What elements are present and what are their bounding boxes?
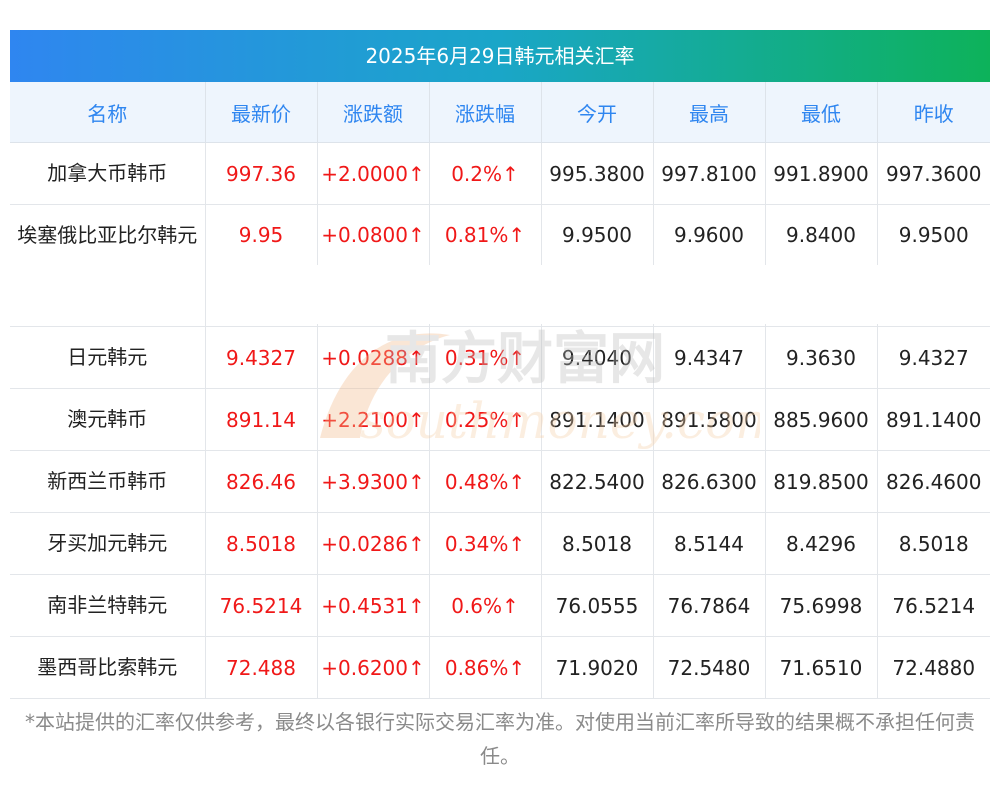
cell-prev-close: 72.4880 (877, 636, 990, 699)
cell-open: 891.1400 (541, 388, 654, 451)
cell-high: 9.4347 (653, 326, 766, 389)
table-row: 日元韩元 9.4327 +0.0288↑ 0.31%↑ 9.4040 9.434… (10, 326, 990, 389)
header-low: 最低 (765, 82, 878, 143)
cell-prev-close: 76.5214 (877, 574, 990, 637)
header-high: 最高 (653, 82, 766, 143)
cell-name: 牙买加元韩元 (10, 512, 206, 575)
cell-latest: 9.4327 (205, 326, 318, 389)
cell-change-pct: 0.31%↑ (429, 326, 542, 389)
cell-name: 埃塞俄比亚比尔韩元 (10, 204, 206, 327)
cell-change: +2.0000↑ (317, 142, 430, 205)
cell-change: +0.6200↑ (317, 636, 430, 699)
cell-high: 891.5800 (653, 388, 766, 451)
cell-high: 76.7864 (653, 574, 766, 637)
cell-name: 新西兰币韩币 (10, 450, 206, 513)
cell-prev-close: 8.5018 (877, 512, 990, 575)
cell-name: 墨西哥比索韩元 (10, 636, 206, 699)
cell-change-pct: 0.86%↑ (429, 636, 542, 699)
cell-name: 加拿大币韩币 (10, 142, 206, 205)
cell-prev-close: 9.4327 (877, 326, 990, 389)
header-latest: 最新价 (205, 82, 318, 143)
cell-low: 71.6510 (765, 636, 878, 699)
table-row: 澳元韩币 891.14 +2.2100↑ 0.25%↑ 891.1400 891… (10, 388, 990, 451)
table-row: 南非兰特韩元 76.5214 +0.4531↑ 0.6%↑ 76.0555 76… (10, 574, 990, 637)
cell-change: +0.4531↑ (317, 574, 430, 637)
cell-low: 819.8500 (765, 450, 878, 513)
wrapped-row-spacer (206, 265, 990, 324)
cell-low: 8.4296 (765, 512, 878, 575)
cell-low: 991.8900 (765, 142, 878, 205)
cell-change: +3.9300↑ (317, 450, 430, 513)
cell-name: 南非兰特韩元 (10, 574, 206, 637)
table-row: 牙买加元韩元 8.5018 +0.0286↑ 0.34%↑ 8.5018 8.5… (10, 512, 990, 575)
cell-change-pct: 0.48%↑ (429, 450, 542, 513)
header-change-pct: 涨跌幅 (429, 82, 542, 143)
cell-change: +0.0288↑ (317, 326, 430, 389)
cell-open: 76.0555 (541, 574, 654, 637)
disclaimer-text: *本站提供的汇率仅供参考，最终以各银行实际交易汇率为准。对使用当前汇率所导致的结… (25, 710, 975, 768)
header-change: 涨跌额 (317, 82, 430, 143)
cell-name: 日元韩元 (10, 326, 206, 389)
cell-prev-close: 891.1400 (877, 388, 990, 451)
cell-change-pct: 0.25%↑ (429, 388, 542, 451)
table-row: 新西兰币韩币 826.46 +3.9300↑ 0.48%↑ 822.5400 8… (10, 450, 990, 513)
cell-low: 885.9600 (765, 388, 878, 451)
header-name: 名称 (10, 82, 206, 143)
cell-high: 826.6300 (653, 450, 766, 513)
header-prev-close: 昨收 (877, 82, 990, 143)
cell-high: 72.5480 (653, 636, 766, 699)
cell-change-pct: 0.2%↑ (429, 142, 542, 205)
cell-open: 822.5400 (541, 450, 654, 513)
cell-latest: 997.36 (205, 142, 318, 205)
cell-name: 澳元韩币 (10, 388, 206, 451)
cell-prev-close: 826.4600 (877, 450, 990, 513)
cell-latest: 8.5018 (205, 512, 318, 575)
cell-latest: 891.14 (205, 388, 318, 451)
cell-prev-close: 997.3600 (877, 142, 990, 205)
cell-change-pct: 0.6%↑ (429, 574, 542, 637)
cell-open: 995.3800 (541, 142, 654, 205)
cell-open: 9.4040 (541, 326, 654, 389)
cell-latest: 72.488 (205, 636, 318, 699)
cell-latest: 826.46 (205, 450, 318, 513)
cell-high: 997.8100 (653, 142, 766, 205)
cell-high: 8.5144 (653, 512, 766, 575)
table-row: 加拿大币韩币 997.36 +2.0000↑ 0.2%↑ 995.3800 99… (10, 142, 990, 205)
cell-open: 8.5018 (541, 512, 654, 575)
cell-change: +2.2100↑ (317, 388, 430, 451)
cell-change: +0.0286↑ (317, 512, 430, 575)
cell-low: 9.3630 (765, 326, 878, 389)
cell-low: 75.6998 (765, 574, 878, 637)
cell-change-pct: 0.34%↑ (429, 512, 542, 575)
header-open: 今开 (541, 82, 654, 143)
exchange-rate-table: 名称 最新价 涨跌额 涨跌幅 今开 最高 最低 昨收 加拿大币韩币 997.36… (10, 82, 990, 699)
table-header-row: 名称 最新价 涨跌额 涨跌幅 今开 最高 最低 昨收 (10, 82, 990, 143)
table-title: 2025年6月29日韩元相关汇率 (10, 30, 990, 82)
cell-open: 71.9020 (541, 636, 654, 699)
cell-latest: 76.5214 (205, 574, 318, 637)
table-row: 墨西哥比索韩元 72.488 +0.6200↑ 0.86%↑ 71.9020 7… (10, 636, 990, 699)
